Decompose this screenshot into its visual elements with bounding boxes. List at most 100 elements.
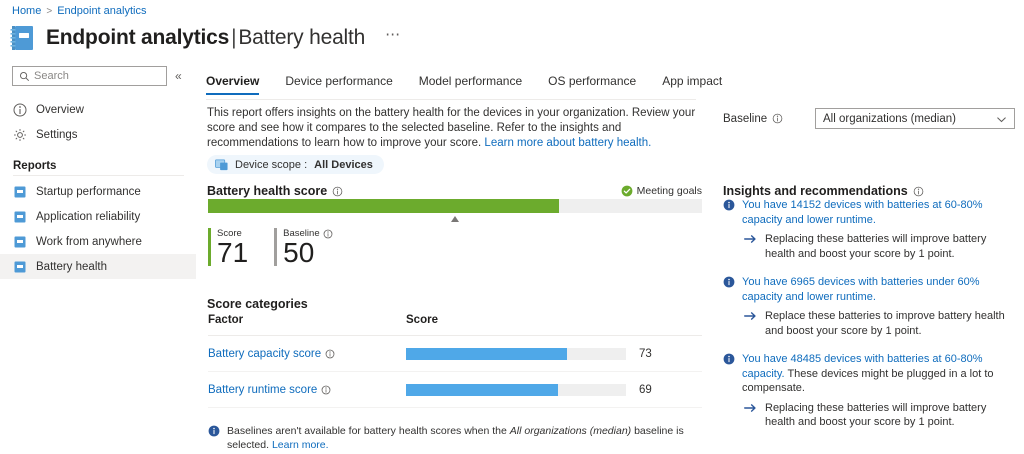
breadcrumb-home[interactable]: Home: [12, 5, 42, 17]
page-title-main: Endpoint analytics: [46, 26, 230, 49]
insight-main-text-group: You have 48485 devices with batteries at…: [742, 352, 1015, 396]
info-icon[interactable]: [772, 113, 783, 124]
info-icon[interactable]: [321, 385, 331, 395]
more-options-button[interactable]: ⋯: [385, 25, 402, 43]
row-score-cell: 73: [406, 347, 702, 360]
runtime-score-bar-fill: [406, 383, 558, 396]
status-badge-label: Meeting goals: [636, 185, 702, 197]
info-icon[interactable]: [325, 349, 335, 359]
battery-health-score-heading-text: Battery health score: [207, 184, 328, 198]
report-icon: [14, 236, 26, 247]
insight-item: You have 6965 devices with batteries und…: [723, 275, 1015, 338]
breadcrumb-current[interactable]: Endpoint analytics: [57, 5, 147, 17]
tab-model-performance[interactable]: Model performance: [418, 74, 523, 88]
sidebar-item-startup-performance-label: Startup performance: [36, 185, 141, 198]
sidebar-item-settings[interactable]: Settings: [0, 122, 196, 147]
sidebar-collapse-button[interactable]: «: [175, 69, 182, 83]
sidebar-item-work-from-anywhere-label: Work from anywhere: [36, 235, 142, 248]
insight-main-text-plain: These devices might be plugged in a lot …: [742, 367, 994, 395]
column-header-score: Score: [406, 314, 438, 326]
battery-capacity-score-label: Battery capacity score: [208, 347, 322, 360]
search-input[interactable]: [34, 70, 152, 82]
insight-main-text-group: You have 6965 devices with batteries und…: [742, 275, 1015, 304]
baseline-footnote: Baselines aren't available for battery h…: [208, 424, 702, 452]
page-title-divider: |: [231, 26, 237, 49]
sidebar-item-work-from-anywhere[interactable]: Work from anywhere: [0, 229, 196, 254]
row-factor-cell: Battery runtime score: [208, 384, 406, 396]
baseline-marker-icon: [451, 216, 459, 222]
learn-more-battery-health-link[interactable]: Learn more about battery health.: [484, 137, 652, 149]
insights-heading: Insights and recommendations: [723, 184, 924, 198]
battery-health-score-bar-fill: [208, 199, 559, 213]
report-description: This report offers insights on the batte…: [207, 106, 699, 151]
report-notebook-icon: [10, 26, 33, 50]
table-row[interactable]: Battery capacity score 73: [208, 336, 702, 372]
score-stats: Score 71 Baseline 50: [208, 228, 333, 267]
breadcrumb-separator-icon: >: [46, 5, 53, 17]
info-icon[interactable]: [323, 229, 333, 239]
baseline-select[interactable]: All organizations (median): [815, 108, 1015, 129]
sidebar-item-startup-performance[interactable]: Startup performance: [0, 179, 196, 204]
baseline-selector-label: Baseline: [723, 112, 768, 125]
runtime-score-value: 69: [639, 383, 652, 396]
sidebar-item-overview-label: Overview: [36, 103, 84, 116]
insight-main-text-group: You have 14152 devices with batteries at…: [742, 198, 1015, 227]
sidebar-item-application-reliability-label: Application reliability: [36, 210, 141, 223]
tab-os-performance[interactable]: OS performance: [548, 74, 637, 88]
sidebar-search-row: «: [0, 66, 196, 86]
column-header-factor: Factor: [208, 314, 244, 326]
info-filled-icon: [723, 276, 735, 288]
gear-icon: [14, 128, 26, 141]
battery-runtime-score-label: Battery runtime score: [208, 383, 318, 396]
info-icon[interactable]: [913, 186, 924, 197]
report-icon: [14, 186, 26, 197]
baseline-accent-bar: [274, 228, 278, 266]
sidebar-item-battery-health-label: Battery health: [36, 260, 107, 273]
capacity-score-value: 73: [639, 347, 652, 360]
insights-heading-text: Insights and recommendations: [723, 184, 908, 198]
page-title: Endpoint analytics|Battery health: [46, 26, 365, 50]
insight-main-text: You have 48485 devices with batteries at…: [742, 353, 983, 380]
search-box[interactable]: [12, 66, 167, 86]
device-scope-icon: [215, 159, 228, 170]
tab-app-impact[interactable]: App impact: [662, 74, 723, 88]
device-scope-value: All Devices: [314, 158, 373, 171]
arrow-right-icon: [744, 403, 756, 412]
footnote-learn-more-link[interactable]: Learn more.: [271, 439, 329, 451]
baseline-select-value: All organizations (median): [823, 112, 956, 125]
sidebar-group-reports: Reports: [13, 160, 57, 172]
battery-runtime-score-link[interactable]: Battery runtime score: [208, 384, 406, 396]
insight-main-row: You have 14152 devices with batteries at…: [723, 198, 1015, 227]
baseline-selector-row: Baseline All organizations (median): [723, 108, 1015, 129]
tab-overview[interactable]: Overview: [206, 74, 260, 95]
tab-bar-underline: [206, 99, 696, 100]
insight-action-text: Replacing these batteries will improve b…: [765, 233, 987, 260]
insight-main-row: You have 48485 devices with batteries at…: [723, 352, 1015, 396]
tab-bar: Overview Device performance Model perfor…: [206, 74, 722, 95]
info-icon[interactable]: [332, 186, 343, 197]
footnote-text-before: Baselines aren't available for battery h…: [227, 425, 510, 437]
table-row[interactable]: Battery runtime score 69: [208, 372, 702, 408]
sidebar-item-battery-health[interactable]: Battery health: [0, 254, 196, 279]
insights-list: You have 14152 devices with batteries at…: [723, 198, 1015, 444]
device-scope-pill[interactable]: Device scope : All Devices: [207, 155, 384, 174]
capacity-score-bar-fill: [406, 347, 567, 360]
score-accent-bar: [208, 228, 211, 266]
sidebar-divider: [13, 175, 184, 176]
battery-capacity-score-link[interactable]: Battery capacity score: [208, 348, 406, 360]
report-icon: [14, 211, 26, 222]
insight-action-row: Replacing these batteries will improve b…: [744, 232, 1015, 261]
table-header-row: Factor Score: [208, 314, 702, 336]
arrow-right-icon: [744, 235, 756, 243]
row-factor-cell: Battery capacity score: [208, 348, 406, 360]
baseline-selector-label-group: Baseline: [723, 113, 815, 125]
tab-device-performance[interactable]: Device performance: [285, 74, 393, 88]
insight-main-text: You have 6965 devices with batteries und…: [742, 276, 980, 303]
sidebar-item-application-reliability[interactable]: Application reliability: [0, 204, 196, 229]
sidebar-item-overview[interactable]: Overview: [0, 97, 196, 122]
capacity-score-bar: [406, 347, 626, 360]
page-header: Endpoint analytics|Battery health ⋯: [10, 24, 401, 52]
row-score-cell: 69: [406, 383, 702, 396]
score-categories-table: Factor Score Battery capacity score: [208, 314, 702, 408]
